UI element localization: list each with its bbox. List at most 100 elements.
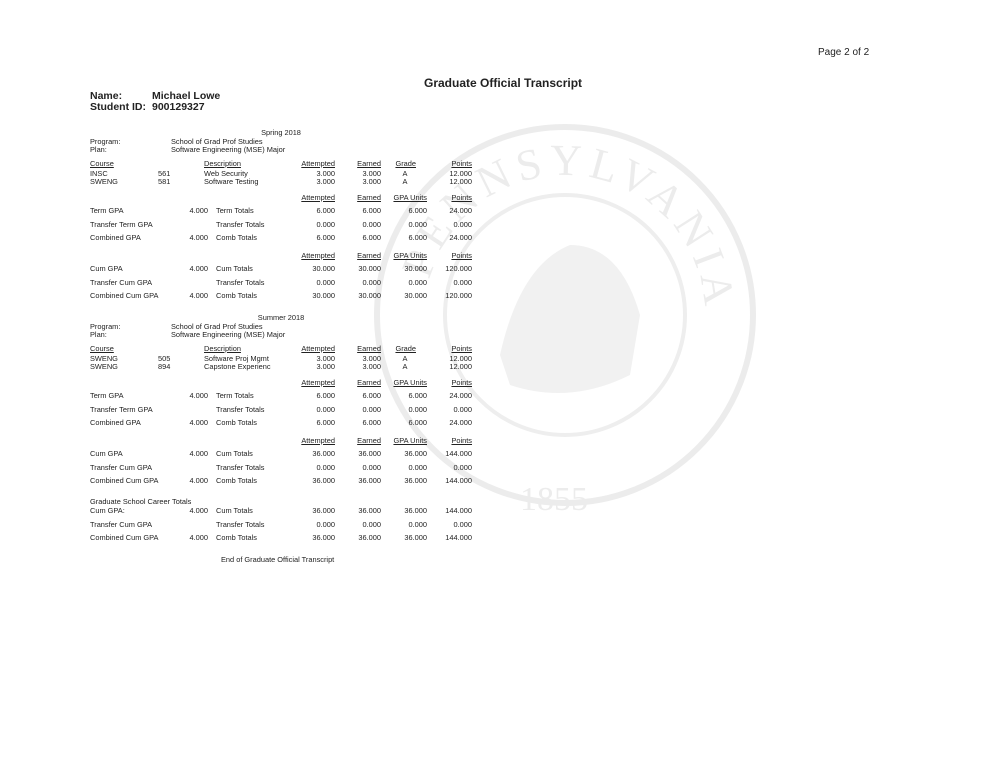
row-label: Transfer Cum GPA (90, 462, 153, 472)
header-points: Points (451, 378, 472, 387)
points-value: 24.000 (449, 391, 472, 400)
row-label: Combined Cum GPA (90, 533, 159, 542)
course-grade: A (402, 354, 408, 363)
course-number: 894 (158, 362, 171, 371)
course-points: 12.000 (449, 362, 472, 371)
earned-value: 6.000 (362, 206, 382, 215)
course-points: 12.000 (449, 354, 472, 363)
course-grade: A (402, 177, 408, 186)
gpa-value: 4.000 (189, 291, 209, 300)
header-attempted: Attempted (301, 436, 335, 445)
gpa-units-value: 36.000 (404, 506, 427, 515)
points-value: 144.000 (445, 506, 472, 515)
header-description: Description (204, 344, 241, 353)
header-earned: Earned (357, 436, 381, 445)
earned-value: 0.000 (362, 404, 382, 414)
header-points: Points (451, 436, 472, 445)
totals-label: Term Totals (216, 206, 254, 215)
course-subject: SWENG (90, 354, 118, 363)
totals-label: Cum Totals (216, 264, 253, 273)
earned-value: 0.000 (362, 277, 382, 287)
gpa-units-value: 0.000 (408, 462, 428, 472)
plan-label: Plan: (90, 145, 107, 154)
program-label: Program: (90, 322, 121, 331)
gpa-units-value: 6.000 (408, 233, 428, 242)
term-title: Summer 2018 (257, 313, 305, 322)
course-number: 581 (158, 177, 171, 186)
header-gpa-units: GPA Units (393, 436, 427, 445)
points-value: 0.000 (453, 404, 473, 414)
attempted-value: 36.000 (312, 506, 335, 515)
course-earned: 3.000 (362, 362, 382, 371)
header-points: Points (451, 344, 472, 353)
plan-value: Software Engineering (MSE) Major (171, 330, 286, 339)
earned-value: 36.000 (358, 533, 381, 542)
points-value: 120.000 (445, 264, 472, 273)
earned-value: 0.000 (362, 462, 382, 472)
points-value: 0.000 (453, 219, 473, 229)
gpa-units-value: 0.000 (408, 277, 428, 287)
totals-label: Transfer Totals (216, 219, 265, 229)
attempted-value: 36.000 (312, 449, 335, 458)
points-value: 144.000 (445, 533, 472, 542)
course-subject: SWENG (90, 177, 118, 186)
totals-label: Term Totals (216, 391, 254, 400)
header-attempted: Attempted (301, 344, 335, 353)
totals-label: Cum Totals (216, 506, 253, 515)
course-description: Web Security (204, 169, 248, 178)
gpa-units-value: 30.000 (404, 291, 427, 300)
program-value: School of Grad Prof Studies (171, 322, 263, 331)
attempted-value: 0.000 (316, 519, 336, 529)
row-label: Transfer Term GPA (90, 404, 153, 414)
attempted-value: 0.000 (316, 219, 336, 229)
totals-label: Comb Totals (216, 233, 257, 242)
earned-value: 6.000 (362, 391, 382, 400)
attempted-value: 6.000 (316, 206, 336, 215)
attempted-value: 0.000 (316, 404, 336, 414)
points-value: 0.000 (453, 462, 473, 472)
course-description: Capstone Experienc (204, 362, 271, 371)
header-grade: Grade (395, 159, 416, 168)
row-label: Combined GPA (90, 418, 141, 427)
totals-label: Comb Totals (216, 476, 257, 485)
gpa-value: 4.000 (189, 449, 209, 458)
row-label: Combined Cum GPA (90, 291, 159, 300)
attempted-value: 6.000 (316, 233, 336, 242)
program-value: School of Grad Prof Studies (171, 137, 263, 146)
gpa-units-value: 0.000 (408, 519, 428, 529)
header-attempted: Attempted (301, 193, 335, 202)
header-earned: Earned (357, 159, 381, 168)
header-points: Points (451, 193, 472, 202)
header-gpa-units: GPA Units (393, 251, 427, 260)
row-label: Combined GPA (90, 233, 141, 242)
header-attempted: Attempted (301, 251, 335, 260)
totals-label: Comb Totals (216, 533, 257, 542)
earned-value: 6.000 (362, 233, 382, 242)
header-gpa-units: GPA Units (393, 193, 427, 202)
totals-label: Transfer Totals (216, 404, 265, 414)
end-of-transcript: End of Graduate Official Transcript (221, 555, 335, 564)
row-label: Combined Cum GPA (90, 476, 159, 485)
course-subject: INSC (90, 169, 108, 178)
earned-value: 36.000 (358, 449, 381, 458)
course-attempted: 3.000 (316, 177, 336, 186)
row-label: Transfer Term GPA (90, 219, 153, 229)
gpa-units-value: 6.000 (408, 418, 428, 427)
attempted-value: 6.000 (316, 391, 336, 400)
row-label: Term GPA (90, 206, 124, 215)
earned-value: 36.000 (358, 506, 381, 515)
gpa-units-value: 36.000 (404, 476, 427, 485)
attempted-value: 36.000 (312, 533, 335, 542)
gpa-value: 4.000 (189, 206, 209, 215)
row-label: Cum GPA: (90, 506, 125, 515)
header-earned: Earned (357, 251, 381, 260)
course-attempted: 3.000 (316, 362, 336, 371)
attempted-value: 30.000 (312, 291, 335, 300)
gpa-units-value: 0.000 (408, 404, 428, 414)
gpa-units-value: 6.000 (408, 206, 428, 215)
header-earned: Earned (357, 193, 381, 202)
totals-label: Transfer Totals (216, 519, 265, 529)
course-earned: 3.000 (362, 177, 382, 186)
plan-value: Software Engineering (MSE) Major (171, 145, 286, 154)
course-points: 12.000 (449, 169, 472, 178)
